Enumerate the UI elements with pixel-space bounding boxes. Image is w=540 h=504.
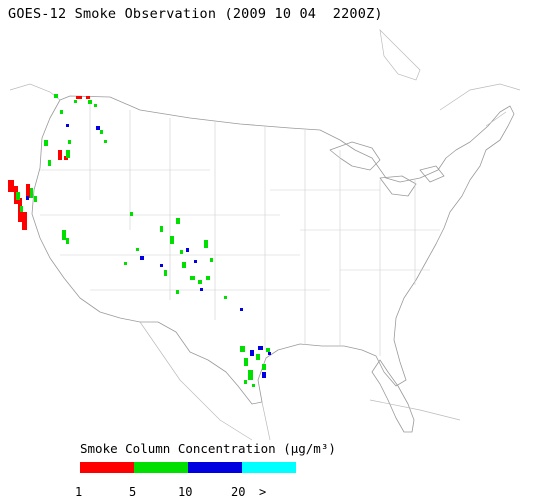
legend-swatch-20 bbox=[242, 462, 296, 473]
legend-tick-20: 20 bbox=[231, 485, 246, 499]
legend-swatch-1 bbox=[80, 462, 134, 473]
country-outline bbox=[31, 95, 515, 433]
canada-coast bbox=[9, 28, 521, 127]
legend-swatch-5 bbox=[134, 462, 188, 473]
conus-outline bbox=[31, 95, 515, 405]
state-border-line bbox=[40, 97, 440, 356]
florida-outline bbox=[371, 359, 415, 433]
legend-title: Smoke Column Concentration (μg/m³) bbox=[80, 441, 336, 456]
great-lakes-outline bbox=[329, 141, 445, 197]
legend-tick-10: 10 bbox=[178, 485, 193, 499]
map-title: GOES-12 Smoke Observation (2009 10 04 22… bbox=[8, 6, 383, 22]
legend-color-bar bbox=[80, 462, 296, 473]
legend-tick-overflow: > bbox=[259, 485, 267, 499]
legend-tick-5: 5 bbox=[129, 485, 137, 499]
legend-tick-1: 1 bbox=[75, 485, 83, 499]
smoke-green-pixels bbox=[16, 94, 270, 387]
state-borders bbox=[40, 97, 440, 356]
legend-swatch-10 bbox=[188, 462, 242, 473]
mexico-outline bbox=[139, 321, 461, 441]
smoke-blue-pixels bbox=[26, 124, 271, 378]
